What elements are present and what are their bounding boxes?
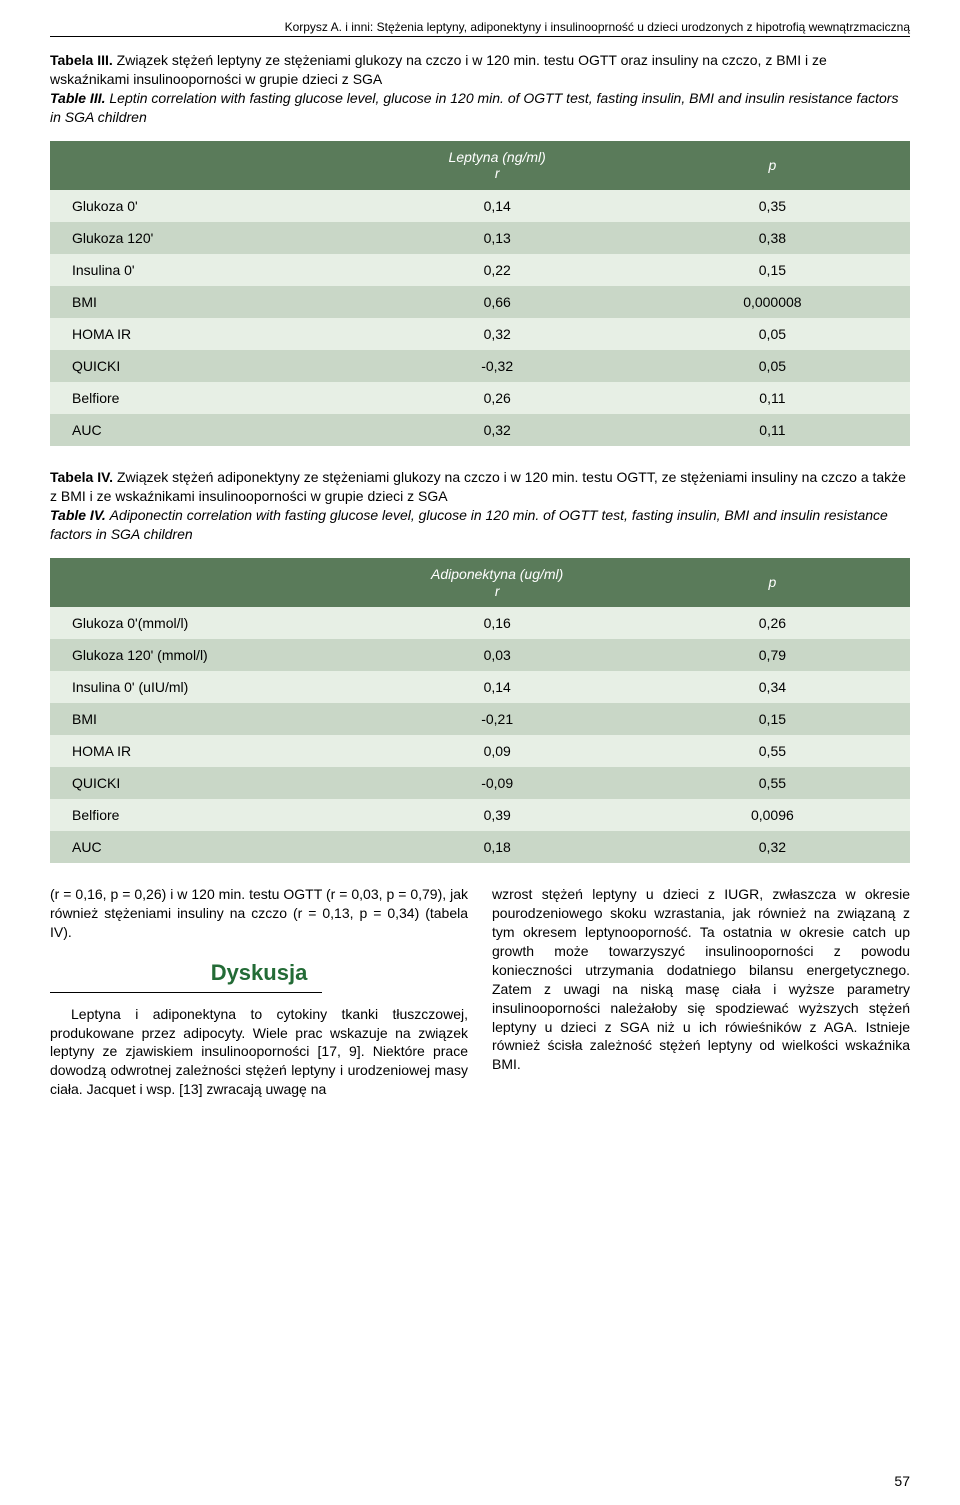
row-r: 0,14: [360, 190, 635, 222]
body-right: wzrost stężeń leptyny u dzieci z IUGR, z…: [492, 885, 910, 1074]
row-r: -0,32: [360, 350, 635, 382]
row-p: 0,26: [635, 607, 910, 639]
row-label: BMI: [50, 703, 360, 735]
body-left-2: Leptyna i adiponektyna to cytokiny tkank…: [50, 1005, 468, 1099]
table-row: QUICKI-0,320,05: [50, 350, 910, 382]
row-r: 0,32: [360, 414, 635, 446]
row-label: HOMA IR: [50, 318, 360, 350]
row-p: 0,38: [635, 222, 910, 254]
section-rule: [50, 992, 322, 993]
row-label: Glukoza 0': [50, 190, 360, 222]
table-row: Belfiore0,260,11: [50, 382, 910, 414]
table-row: HOMA IR0,320,05: [50, 318, 910, 350]
section-head-dyskusja: Dyskusja: [50, 958, 468, 988]
table-adiponectin-correlation: Adiponektyna (ug/ml) r p Glukoza 0'(mmol…: [50, 558, 910, 864]
row-r: 0,18: [360, 831, 635, 863]
running-header: Korpysz A. i inni: Stężenia leptyny, adi…: [50, 20, 910, 34]
t1-h-center: Leptyna (ng/ml) r: [360, 141, 635, 191]
row-p: 0,15: [635, 703, 910, 735]
t1-h-right: p: [635, 141, 910, 191]
caption2-pl-label: Tabela IV.: [50, 469, 113, 485]
row-label: BMI: [50, 286, 360, 318]
row-p: 0,35: [635, 190, 910, 222]
caption1-en-text: Leptin correlation with fasting glucose …: [50, 90, 898, 125]
caption1-pl-text: Związek stężeń leptyny ze stężeniami glu…: [50, 52, 827, 87]
row-label: Glukoza 120' (mmol/l): [50, 639, 360, 671]
caption1-en-label: Table III.: [50, 90, 106, 106]
body-col-right: wzrost stężeń leptyny u dzieci z IUGR, z…: [492, 885, 910, 1099]
row-p: 0,32: [635, 831, 910, 863]
row-p: 0,05: [635, 318, 910, 350]
caption1-pl-label: Tabela III.: [50, 52, 113, 68]
row-r: 0,22: [360, 254, 635, 286]
row-label: AUC: [50, 414, 360, 446]
table-row: Glukoza 0'(mmol/l)0,160,26: [50, 607, 910, 639]
row-label: Belfiore: [50, 382, 360, 414]
row-r: 0,13: [360, 222, 635, 254]
row-r: 0,16: [360, 607, 635, 639]
row-p: 0,05: [635, 350, 910, 382]
caption2-en-text: Adiponectin correlation with fasting glu…: [50, 507, 888, 542]
row-label: AUC: [50, 831, 360, 863]
body-left-1: (r = 0,16, p = 0,26) i w 120 min. testu …: [50, 885, 468, 942]
row-label: QUICKI: [50, 767, 360, 799]
table-row: Glukoza 120'0,130,38: [50, 222, 910, 254]
row-r: -0,09: [360, 767, 635, 799]
row-label: QUICKI: [50, 350, 360, 382]
row-label: HOMA IR: [50, 735, 360, 767]
t2-h-blank: [50, 558, 360, 608]
row-p: 0,34: [635, 671, 910, 703]
row-p: 0,15: [635, 254, 910, 286]
row-r: -0,21: [360, 703, 635, 735]
t1-h-blank: [50, 141, 360, 191]
table-row: Insulina 0' (uIU/ml)0,140,34: [50, 671, 910, 703]
table-row: AUC0,180,32: [50, 831, 910, 863]
row-p: 0,79: [635, 639, 910, 671]
table-row: Glukoza 0'0,140,35: [50, 190, 910, 222]
table-row: AUC0,320,11: [50, 414, 910, 446]
table3-caption: Tabela III. Związek stężeń leptyny ze st…: [50, 51, 910, 127]
table-row: HOMA IR0,090,55: [50, 735, 910, 767]
table-leptin-correlation: Leptyna (ng/ml) r p Glukoza 0'0,140,35Gl…: [50, 141, 910, 447]
t2-h-right: p: [635, 558, 910, 608]
row-label: Belfiore: [50, 799, 360, 831]
row-p: 0,55: [635, 767, 910, 799]
row-r: 0,26: [360, 382, 635, 414]
table-row: QUICKI-0,090,55: [50, 767, 910, 799]
row-label: Insulina 0' (uIU/ml): [50, 671, 360, 703]
row-r: 0,39: [360, 799, 635, 831]
table-row: Belfiore0,390,0096: [50, 799, 910, 831]
row-p: 0,11: [635, 382, 910, 414]
row-r: 0,66: [360, 286, 635, 318]
row-r: 0,32: [360, 318, 635, 350]
caption2-pl-text: Związek stężeń adiponektyny ze stężeniam…: [50, 469, 906, 504]
page-number: 57: [894, 1473, 910, 1489]
row-p: 0,55: [635, 735, 910, 767]
t2-h-center: Adiponektyna (ug/ml) r: [360, 558, 635, 608]
table-row: BMI-0,210,15: [50, 703, 910, 735]
row-r: 0,03: [360, 639, 635, 671]
table-row: Insulina 0'0,220,15: [50, 254, 910, 286]
row-r: 0,09: [360, 735, 635, 767]
table-row: BMI0,660,000008: [50, 286, 910, 318]
row-p: 0,0096: [635, 799, 910, 831]
row-label: Insulina 0': [50, 254, 360, 286]
table-row: Glukoza 120' (mmol/l)0,030,79: [50, 639, 910, 671]
table4-caption: Tabela IV. Związek stężeń adiponektyny z…: [50, 468, 910, 544]
row-label: Glukoza 0'(mmol/l): [50, 607, 360, 639]
row-p: 0,11: [635, 414, 910, 446]
body-columns: (r = 0,16, p = 0,26) i w 120 min. testu …: [50, 885, 910, 1099]
row-label: Glukoza 120': [50, 222, 360, 254]
body-col-left: (r = 0,16, p = 0,26) i w 120 min. testu …: [50, 885, 468, 1099]
header-rule: [50, 36, 910, 37]
row-p: 0,000008: [635, 286, 910, 318]
row-r: 0,14: [360, 671, 635, 703]
caption2-en-label: Table IV.: [50, 507, 106, 523]
